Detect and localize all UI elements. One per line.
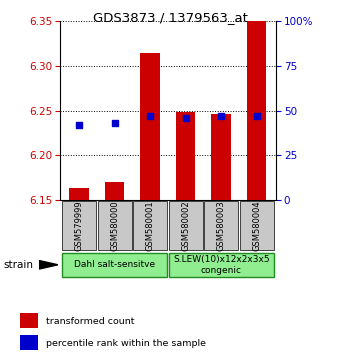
Point bbox=[112, 120, 117, 126]
Bar bbox=[105, 182, 124, 200]
Point bbox=[254, 113, 260, 119]
Bar bbox=[176, 113, 195, 200]
Text: GSM579999: GSM579999 bbox=[75, 200, 84, 251]
FancyBboxPatch shape bbox=[62, 201, 96, 250]
Bar bbox=[211, 114, 231, 200]
FancyBboxPatch shape bbox=[98, 201, 132, 250]
FancyBboxPatch shape bbox=[133, 201, 167, 250]
Bar bbox=[247, 21, 266, 200]
Text: percentile rank within the sample: percentile rank within the sample bbox=[46, 339, 206, 348]
Polygon shape bbox=[39, 261, 58, 269]
Bar bbox=[140, 52, 160, 200]
Text: S.LEW(10)x12x2x3x5
congenic: S.LEW(10)x12x2x3x5 congenic bbox=[173, 255, 269, 275]
Point bbox=[147, 113, 153, 119]
Text: GSM580002: GSM580002 bbox=[181, 200, 190, 251]
FancyBboxPatch shape bbox=[62, 253, 167, 277]
Bar bbox=[20, 335, 38, 350]
FancyBboxPatch shape bbox=[169, 253, 273, 277]
FancyBboxPatch shape bbox=[204, 201, 238, 250]
Text: GDS3873 / 1379563_at: GDS3873 / 1379563_at bbox=[93, 11, 248, 24]
Text: GSM580003: GSM580003 bbox=[217, 200, 226, 251]
Text: strain: strain bbox=[3, 260, 33, 270]
Point bbox=[76, 122, 82, 128]
FancyBboxPatch shape bbox=[240, 201, 273, 250]
Text: GSM580004: GSM580004 bbox=[252, 200, 261, 251]
Text: Dahl salt-sensitve: Dahl salt-sensitve bbox=[74, 261, 155, 269]
Point bbox=[219, 113, 224, 119]
Bar bbox=[70, 188, 89, 200]
Text: GSM580000: GSM580000 bbox=[110, 200, 119, 251]
Text: transformed count: transformed count bbox=[46, 316, 134, 326]
FancyBboxPatch shape bbox=[169, 201, 203, 250]
Text: GSM580001: GSM580001 bbox=[146, 200, 155, 251]
Point bbox=[183, 115, 189, 121]
Bar bbox=[20, 313, 38, 329]
